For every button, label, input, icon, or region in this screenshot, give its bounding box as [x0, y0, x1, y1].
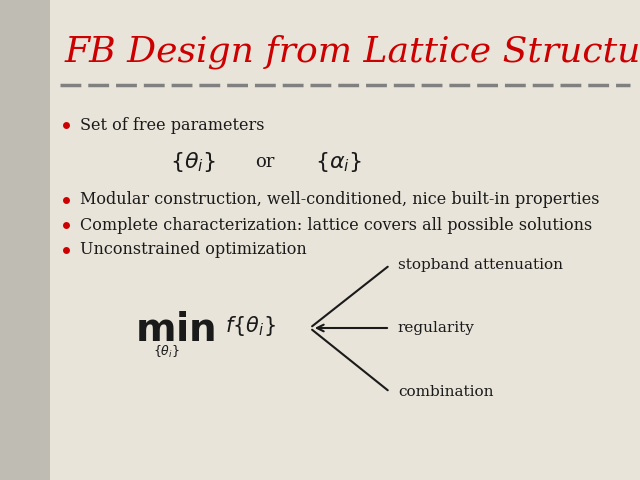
Text: Set of free parameters: Set of free parameters — [80, 117, 264, 133]
Text: stopband attenuation: stopband attenuation — [398, 258, 563, 272]
Text: $\{\theta_i\}$: $\{\theta_i\}$ — [170, 150, 216, 174]
Text: $f\{\theta_i\}$: $f\{\theta_i\}$ — [225, 314, 276, 338]
Text: FB Design from Lattice Structure: FB Design from Lattice Structure — [65, 35, 640, 69]
Text: $\{\theta_i\}$: $\{\theta_i\}$ — [153, 344, 180, 360]
Text: Complete characterization: lattice covers all possible solutions: Complete characterization: lattice cover… — [80, 216, 592, 233]
Text: combination: combination — [398, 385, 493, 399]
Text: $\{\alpha_i\}$: $\{\alpha_i\}$ — [315, 150, 362, 174]
Text: Modular construction, well-conditioned, nice built-in properties: Modular construction, well-conditioned, … — [80, 192, 600, 208]
Text: $\mathbf{min}$: $\mathbf{min}$ — [135, 311, 216, 349]
Bar — [0, 0, 50, 480]
Text: Unconstrained optimization: Unconstrained optimization — [80, 241, 307, 259]
Text: regularity: regularity — [398, 321, 475, 335]
Text: or: or — [255, 153, 275, 171]
